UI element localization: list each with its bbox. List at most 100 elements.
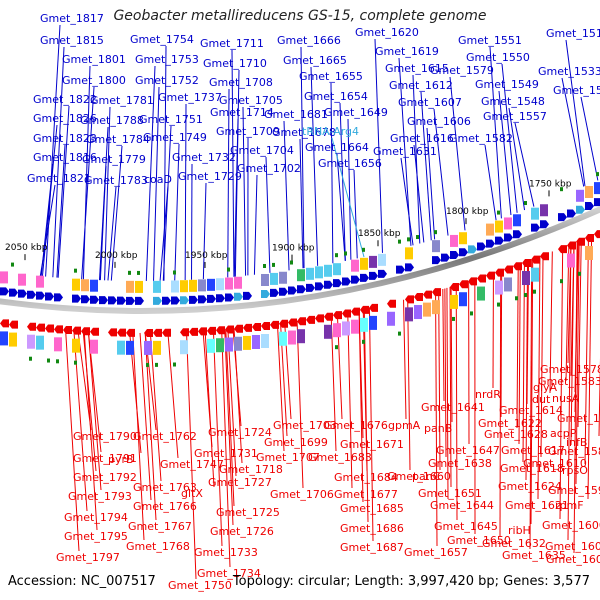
reverse-gene-arrow — [306, 315, 315, 324]
forward-connector — [336, 153, 346, 261]
reverse-cog-box — [369, 315, 377, 330]
forward-gene-arrow — [270, 288, 279, 297]
reverse-gene-label: Gmet_1762 — [133, 430, 197, 443]
reverse-marker — [29, 356, 32, 361]
reverse-gene-label: Gmet_1660 — [387, 470, 451, 483]
forward-cog-box — [585, 185, 593, 198]
scale-tick-label: 1900 kbp — [272, 244, 315, 254]
forward-cog-box — [0, 271, 8, 284]
forward-cog-box — [261, 273, 269, 286]
reverse-gene-label: Gmet_1610 — [523, 457, 587, 470]
reverse-marker — [74, 360, 77, 365]
forward-gene-label: Gmet_1826 — [33, 112, 97, 125]
forward-connector — [45, 24, 61, 277]
reverse-gene-label: Gmet_1641 — [421, 401, 485, 414]
forward-connector — [400, 157, 414, 246]
forward-gene-label: Gmet_1681 — [264, 108, 328, 121]
forward-gene-label: Gmet_1732 — [172, 151, 236, 164]
reverse-cog-box — [585, 245, 593, 260]
reverse-connector — [442, 289, 445, 402]
reverse-cog-box — [567, 253, 575, 268]
reverse-gene-label: Gmet_1685 — [340, 502, 404, 515]
forward-connector — [353, 169, 358, 259]
forward-gene-label: Gmet_1781 — [90, 94, 154, 107]
forward-gene-label: Gmet_1751 — [139, 113, 203, 126]
reverse-gene-arrow — [162, 328, 171, 337]
reverse-gene-label: Gmet_1657 — [404, 546, 468, 559]
reverse-connector — [227, 329, 237, 477]
forward-connector — [81, 86, 95, 280]
reverse-gene-label: Gmet_1726 — [210, 525, 274, 538]
forward-gene-label: Gmet_1784 — [86, 133, 150, 146]
forward-cog-box — [315, 266, 323, 279]
reverse-gene-arrow — [450, 282, 459, 291]
forward-gene-arrow — [504, 233, 513, 242]
reverse-cog-box — [126, 340, 134, 355]
reverse-gene-label: Gmet_1686 — [340, 522, 404, 535]
genome-backbone — [0, 206, 600, 314]
reverse-marker — [335, 345, 338, 350]
reverse-gene-label: Gmet_1707 — [256, 451, 320, 464]
forward-marker — [560, 187, 563, 192]
forward-marker — [596, 172, 599, 177]
reverse-marker — [452, 316, 455, 321]
reverse-connector — [438, 290, 441, 471]
reverse-gene-label: Gmet_1650 — [447, 534, 511, 547]
reverse-cog-box — [252, 334, 260, 349]
reverse-gene-label: Gmet_1766 — [133, 500, 197, 513]
forward-gene-arrow — [297, 285, 306, 294]
forward-marker — [227, 267, 230, 272]
reverse-cog-box — [216, 338, 224, 353]
forward-gene-arrow — [378, 269, 387, 278]
forward-gene-arrow — [36, 291, 45, 300]
forward-connector — [374, 38, 383, 253]
reverse-gene-label: Gmet_1727 — [208, 476, 272, 489]
forward-gene-label: Gmet_1710 — [203, 57, 267, 70]
reverse-gene-arrow — [567, 241, 576, 250]
reverse-cog-box — [180, 340, 188, 355]
scale-tick-label: 1800 kbp — [446, 207, 489, 217]
reverse-cog-box — [0, 331, 8, 346]
forward-cog-box — [36, 275, 44, 288]
reverse-gene-label: Gmet_1794 — [64, 511, 128, 524]
reverse-gene-arrow — [288, 318, 297, 327]
reverse-gene-label: Gmet_1792 — [73, 471, 137, 484]
forward-connector — [242, 106, 247, 276]
reverse-gene-label: Gmet_1797 — [56, 551, 120, 564]
reverse-gene-arrow — [351, 307, 360, 316]
forward-gene-label: Gmet_1788 — [80, 114, 144, 127]
forward-gene-label: Gmet_1817 — [40, 12, 104, 25]
forward-cog-box — [513, 214, 521, 227]
reverse-gene-arrow — [9, 320, 18, 329]
reverse-gene-arrow — [459, 280, 468, 289]
reverse-cog-box — [522, 271, 530, 286]
reverse-gene-label: Gmet_1676 — [324, 419, 388, 432]
reverse-gene-label: Gmet_1683 — [308, 451, 372, 464]
forward-gene-arrow — [450, 250, 459, 259]
reverse-gene-arrow — [477, 274, 486, 283]
reverse-gene-arrow — [585, 233, 594, 242]
forward-gene-arrow — [333, 279, 342, 288]
reverse-cog-box — [495, 280, 503, 295]
reverse-gene-arrow — [279, 319, 288, 328]
forward-connector — [514, 122, 535, 207]
forward-connector — [145, 65, 156, 281]
forward-gene-arrow — [126, 296, 135, 305]
reverse-gene-label: nusA — [552, 392, 580, 405]
forward-marker — [416, 235, 419, 240]
forward-cog-box — [198, 279, 206, 292]
reverse-gene-label: Gmet_1647 — [436, 444, 500, 457]
forward-gene-arrow — [0, 287, 9, 296]
reverse-gene-arrow — [504, 265, 513, 274]
reverse-cog-box — [333, 323, 341, 338]
reverse-connector — [368, 307, 374, 542]
forward-marker — [128, 270, 131, 275]
forward-connector — [56, 144, 66, 278]
reverse-cog-box — [324, 324, 332, 339]
reverse-marker — [146, 362, 149, 367]
forward-gene-label: Gmet_1823 — [33, 132, 97, 145]
reverse-cog-box — [387, 311, 395, 326]
forward-connector — [347, 118, 352, 260]
forward-connector — [104, 106, 111, 281]
reverse-gene-label: Gmet_1699 — [264, 436, 328, 449]
